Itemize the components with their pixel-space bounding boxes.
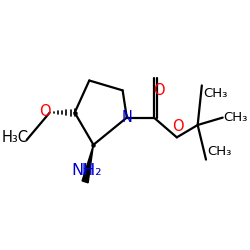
Text: CH₃: CH₃	[203, 88, 227, 101]
Text: H: H	[82, 163, 93, 178]
Text: NH₂: NH₂	[71, 163, 102, 178]
Text: O: O	[172, 119, 184, 134]
Text: H₃C: H₃C	[2, 130, 29, 145]
Text: CH₃: CH₃	[207, 145, 232, 158]
Text: N: N	[122, 110, 133, 125]
Polygon shape	[82, 145, 94, 183]
Text: CH₃: CH₃	[224, 110, 248, 124]
Text: O: O	[39, 104, 51, 119]
Text: O: O	[153, 83, 165, 98]
